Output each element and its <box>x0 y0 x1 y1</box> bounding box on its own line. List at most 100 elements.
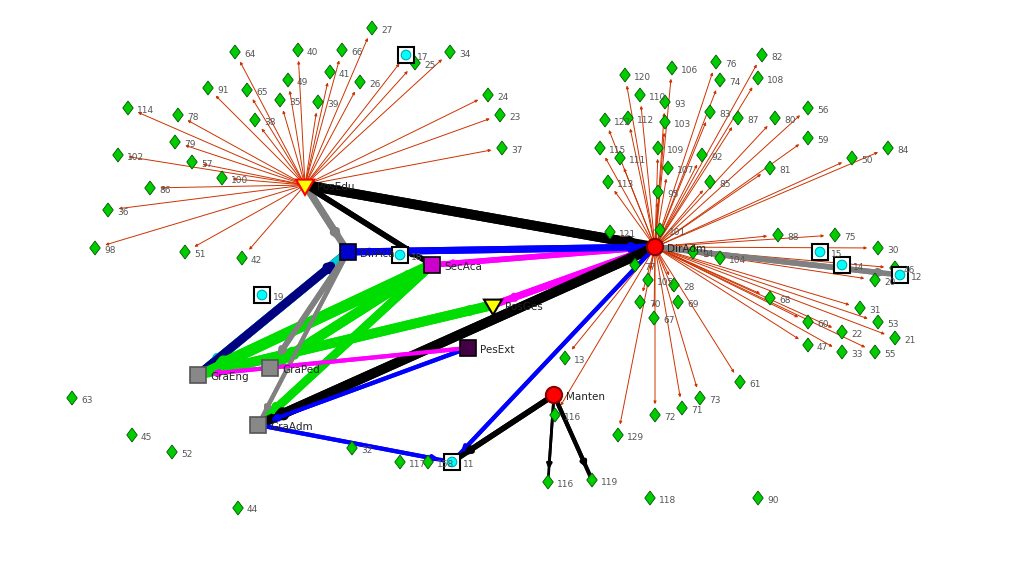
Text: 25: 25 <box>424 61 436 70</box>
Text: 52: 52 <box>181 449 192 458</box>
Polygon shape <box>173 108 183 122</box>
Text: 47: 47 <box>817 343 829 352</box>
Bar <box>341 245 356 260</box>
Text: PosEdu: PosEdu <box>317 182 355 192</box>
Polygon shape <box>203 81 213 95</box>
Polygon shape <box>715 251 725 265</box>
Text: 86: 86 <box>159 186 171 195</box>
Text: 98: 98 <box>104 246 116 255</box>
Text: 18: 18 <box>411 252 422 261</box>
Polygon shape <box>883 141 893 155</box>
Polygon shape <box>677 401 687 415</box>
Text: 114: 114 <box>137 105 154 114</box>
Text: 30: 30 <box>887 246 898 255</box>
Text: 75: 75 <box>844 232 855 241</box>
Bar <box>190 367 206 383</box>
Polygon shape <box>605 225 615 239</box>
Polygon shape <box>613 428 623 442</box>
Polygon shape <box>673 295 683 309</box>
Text: 55: 55 <box>884 350 895 358</box>
Polygon shape <box>282 73 294 87</box>
Polygon shape <box>803 338 813 352</box>
Text: 101: 101 <box>669 228 686 237</box>
Text: 88: 88 <box>787 232 799 241</box>
Polygon shape <box>217 171 227 185</box>
Text: PesExt: PesExt <box>480 345 515 355</box>
Polygon shape <box>697 148 707 162</box>
Text: 61: 61 <box>749 379 760 389</box>
Polygon shape <box>293 43 303 57</box>
Text: 42: 42 <box>251 255 262 264</box>
Text: 59: 59 <box>817 136 829 145</box>
Text: GraAdm: GraAdm <box>270 422 313 432</box>
Circle shape <box>447 457 457 467</box>
Polygon shape <box>634 88 646 102</box>
Text: 106: 106 <box>681 66 699 75</box>
Polygon shape <box>560 351 570 365</box>
Polygon shape <box>803 101 813 115</box>
Text: SecAca: SecAca <box>444 262 482 272</box>
Circle shape <box>895 270 904 280</box>
Text: 104: 104 <box>729 255 746 264</box>
Text: 95: 95 <box>667 190 678 199</box>
Text: 109: 109 <box>667 145 684 154</box>
Text: 116: 116 <box>557 480 574 489</box>
Polygon shape <box>90 241 100 255</box>
Text: 66: 66 <box>351 48 362 57</box>
Polygon shape <box>127 428 137 442</box>
Text: 91: 91 <box>217 85 228 94</box>
Polygon shape <box>587 473 597 487</box>
Text: 50: 50 <box>861 155 873 164</box>
Bar <box>444 454 460 470</box>
Text: 35: 35 <box>290 98 301 107</box>
Text: 110: 110 <box>649 93 666 102</box>
Text: 115: 115 <box>609 145 626 154</box>
Text: 116: 116 <box>564 412 581 421</box>
Polygon shape <box>233 501 243 515</box>
Polygon shape <box>495 108 505 122</box>
Text: 70: 70 <box>649 300 661 309</box>
Text: 73: 73 <box>709 396 720 404</box>
Text: 80: 80 <box>784 116 796 125</box>
Text: 15: 15 <box>831 250 843 259</box>
Polygon shape <box>313 95 323 109</box>
Text: 53: 53 <box>887 320 898 329</box>
Text: 107: 107 <box>677 165 695 174</box>
Text: 37: 37 <box>512 145 523 154</box>
Polygon shape <box>337 43 347 57</box>
Text: 26: 26 <box>369 80 381 89</box>
Text: 77: 77 <box>644 263 656 272</box>
Text: 46: 46 <box>904 265 916 274</box>
Text: 36: 36 <box>117 208 129 217</box>
Polygon shape <box>687 245 699 259</box>
Polygon shape <box>669 278 679 292</box>
Polygon shape <box>620 68 630 82</box>
Polygon shape <box>837 345 847 359</box>
Polygon shape <box>603 175 613 189</box>
Text: 12: 12 <box>911 273 923 282</box>
Polygon shape <box>630 258 640 272</box>
Text: 28: 28 <box>683 283 695 292</box>
Polygon shape <box>757 48 767 62</box>
Text: 32: 32 <box>361 445 372 454</box>
Polygon shape <box>187 155 197 169</box>
Text: GraEng: GraEng <box>210 372 249 382</box>
Polygon shape <box>123 101 133 115</box>
Bar <box>812 244 828 260</box>
Text: 22: 22 <box>851 329 862 338</box>
Polygon shape <box>660 115 670 129</box>
Text: 79: 79 <box>184 140 195 149</box>
Text: 44: 44 <box>247 505 258 514</box>
Polygon shape <box>890 331 900 345</box>
Text: 64: 64 <box>244 49 256 58</box>
Circle shape <box>257 290 267 300</box>
Polygon shape <box>660 95 670 109</box>
Polygon shape <box>855 301 865 315</box>
Circle shape <box>395 250 405 260</box>
Polygon shape <box>837 325 847 339</box>
Polygon shape <box>650 408 660 422</box>
Bar <box>425 257 440 273</box>
Polygon shape <box>483 88 493 102</box>
Text: 87: 87 <box>747 116 758 125</box>
Text: DirAdm: DirAdm <box>667 244 706 254</box>
